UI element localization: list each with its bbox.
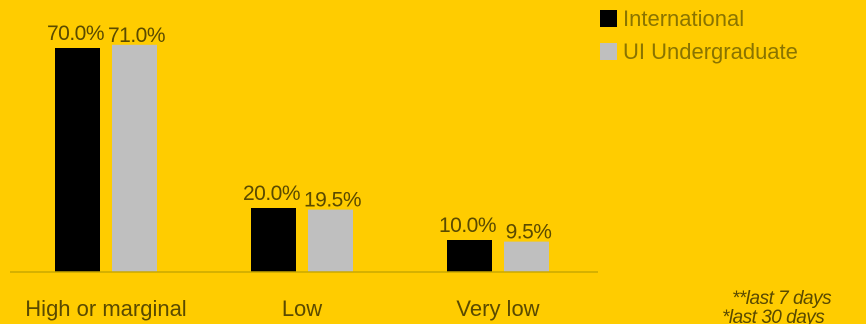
bar-international-low bbox=[251, 208, 296, 272]
bar-ui-undergraduate-high-or-marginal bbox=[112, 44, 157, 272]
legend-label-ui-undergraduate: UI Undergraduate bbox=[623, 39, 798, 64]
bar-international-very-low bbox=[447, 240, 492, 272]
category-label-low: Low bbox=[282, 296, 322, 321]
footnote-last-7-days: **last 7 days bbox=[732, 288, 832, 309]
bar-ui-undergraduate-low bbox=[308, 209, 353, 272]
bar-ui-undergraduate-very-low bbox=[504, 241, 549, 272]
data-label-international-very-low: 10.0% bbox=[439, 214, 496, 237]
legend-label-international: International bbox=[623, 6, 744, 31]
data-label-ui-undergraduate-high-or-marginal: 71.0% bbox=[108, 24, 165, 47]
legend-swatch-ui-undergraduate bbox=[600, 43, 617, 60]
footnote-last-30-days: *last 30 days bbox=[722, 307, 825, 324]
category-label-high-or-marginal: High or marginal bbox=[25, 296, 186, 321]
legend-swatch-international bbox=[600, 10, 617, 27]
category-label-very-low: Very low bbox=[456, 296, 539, 321]
bar-international-high-or-marginal bbox=[55, 48, 100, 272]
data-label-ui-undergraduate-very-low: 9.5% bbox=[506, 221, 552, 244]
data-label-ui-undergraduate-low: 19.5% bbox=[304, 189, 361, 212]
data-label-international-low: 20.0% bbox=[243, 182, 300, 205]
data-label-international-high-or-marginal: 70.0% bbox=[47, 22, 104, 45]
